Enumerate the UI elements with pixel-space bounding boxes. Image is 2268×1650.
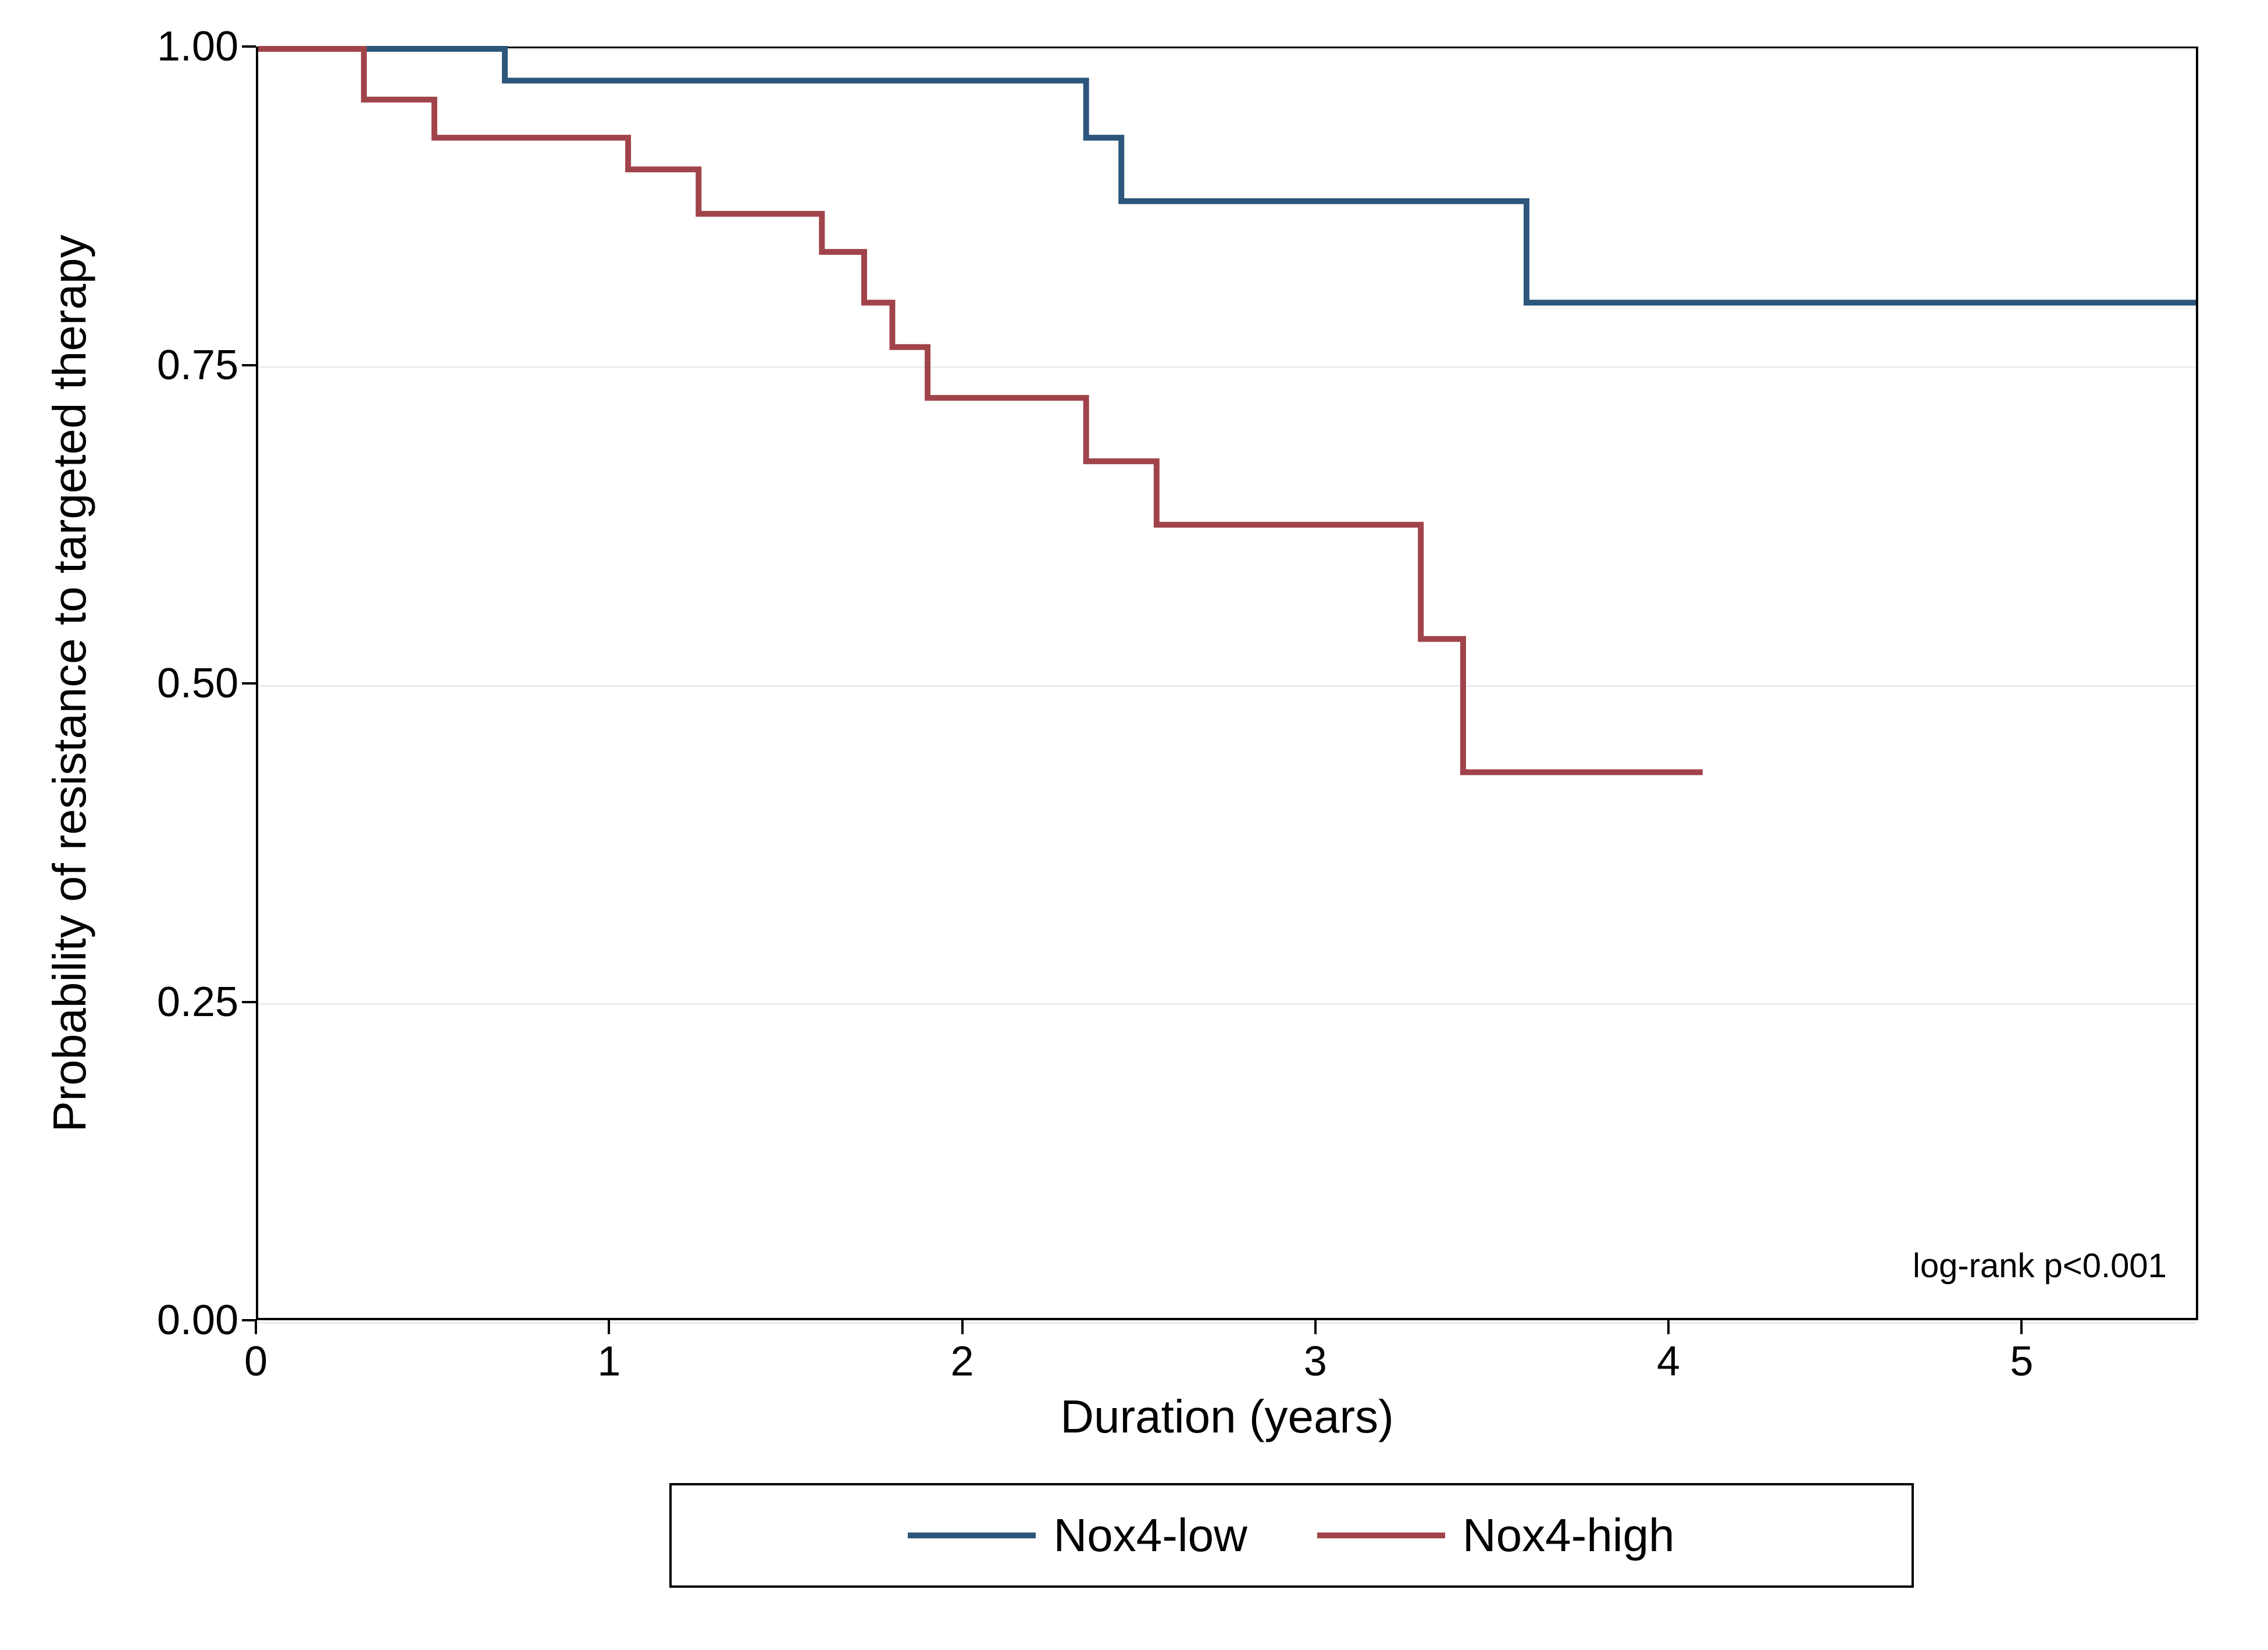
x-tick-mark	[255, 1320, 257, 1334]
y-tick-label: 1.00	[140, 23, 238, 70]
x-tick-mark	[1667, 1320, 1670, 1334]
y-tick-label: 0.25	[140, 978, 238, 1026]
plot-area: log-rank p<0.001	[256, 47, 2198, 1320]
x-tick-label: 3	[1304, 1338, 1327, 1385]
x-tick-label: 4	[1657, 1338, 1680, 1385]
km-chart-frame: log-rank p<0.001 Probability of resistan…	[0, 0, 2268, 1650]
x-tick-mark	[2020, 1320, 2023, 1334]
y-tick-mark	[242, 1001, 256, 1003]
x-tick-label: 1	[597, 1338, 621, 1385]
legend-label: Nox4-low	[1053, 1509, 1247, 1562]
x-tick-mark	[1314, 1320, 1317, 1334]
y-tick-label: 0.75	[140, 341, 238, 389]
series-nox4-high	[258, 49, 1703, 772]
legend-item: Nox4-high	[1317, 1509, 1675, 1562]
x-tick-mark	[608, 1320, 610, 1334]
y-tick-label: 0.50	[140, 660, 238, 707]
legend-swatch	[1317, 1533, 1445, 1538]
x-axis-label: Duration (years)	[1060, 1390, 1394, 1444]
legend-label: Nox4-high	[1463, 1509, 1675, 1562]
curves-svg	[258, 49, 2196, 1318]
legend-swatch	[908, 1533, 1036, 1538]
legend-item: Nox4-low	[908, 1509, 1247, 1562]
x-tick-label: 2	[951, 1338, 974, 1385]
y-axis-label: Probability of resistance to targeted th…	[43, 234, 97, 1132]
y-tick-mark	[242, 1319, 256, 1321]
y-tick-label: 0.00	[140, 1296, 238, 1344]
x-tick-label: 5	[2010, 1338, 2033, 1385]
y-tick-mark	[242, 364, 256, 366]
gridline	[258, 1322, 2196, 1324]
y-tick-mark	[242, 682, 256, 685]
y-tick-mark	[242, 45, 256, 48]
series-nox4-low	[258, 49, 2196, 302]
x-tick-label: 0	[244, 1338, 268, 1385]
legend-box: Nox4-low Nox4-high	[669, 1483, 1914, 1588]
x-tick-mark	[961, 1320, 964, 1334]
